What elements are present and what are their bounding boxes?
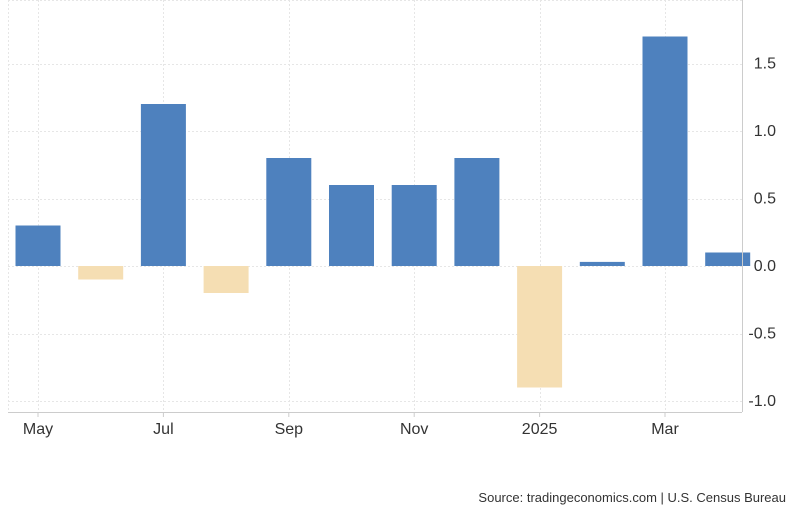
bar-mar	[642, 36, 688, 266]
y-tick-label: 0.5	[754, 191, 776, 208]
bar-nov	[391, 185, 437, 266]
bar-2025	[517, 266, 563, 388]
source-attribution: Source: tradingeconomics.com | U.S. Cens…	[478, 490, 786, 505]
bar-apr	[705, 252, 751, 266]
x-tick-labels: May Jul Sep Nov 2025 Mar	[23, 412, 679, 438]
x-tick-label: Sep	[275, 421, 304, 438]
bar-sep	[266, 158, 312, 266]
y-tick-label: -0.5	[748, 326, 776, 343]
bar-jun	[78, 266, 124, 280]
y-tick-label: 1.0	[754, 123, 776, 140]
bar-feb	[579, 261, 625, 266]
x-tick-label: Jul	[153, 421, 173, 438]
y-tick-labels: 1.5 1.0 0.5 0.0 -0.5 -1.0	[748, 56, 776, 411]
x-tick-label: 2025	[522, 421, 558, 438]
bar-may	[15, 225, 61, 266]
x-tick-label: May	[23, 421, 53, 438]
bar-jul	[140, 104, 186, 266]
bar-dec	[454, 158, 500, 266]
y-tick-label: 0.0	[754, 258, 776, 275]
x-tick-label: Mar	[651, 421, 679, 438]
bar-oct	[329, 185, 374, 266]
y-tick-label: -1.0	[748, 393, 776, 410]
grid-lines	[8, 0, 742, 412]
bars	[15, 36, 751, 388]
y-tick-label: 1.5	[754, 56, 776, 73]
x-tick-label: Nov	[400, 421, 428, 438]
bar-aug	[203, 266, 249, 293]
